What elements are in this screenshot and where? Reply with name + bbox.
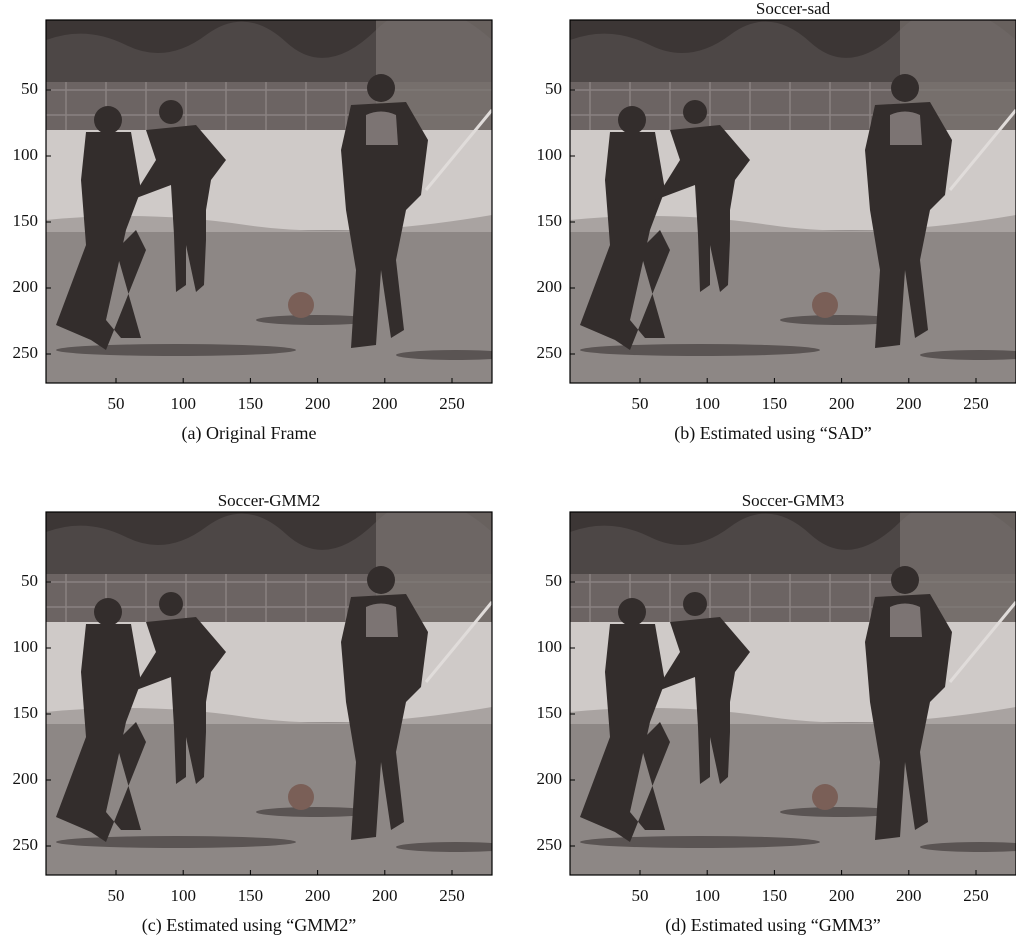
scene	[46, 8, 516, 383]
panel-caption: (c) Estimated using “GMM2”	[142, 915, 356, 936]
x-tick-label: 200	[305, 394, 331, 413]
x-tick-label: 100	[170, 394, 196, 413]
panel-title: Soccer-sad	[756, 0, 831, 18]
y-tick-label: 250	[13, 835, 39, 854]
y-tick-label: 250	[13, 343, 39, 362]
x-tick-label: 50	[108, 886, 125, 905]
scene	[570, 8, 1016, 383]
x-tick-label: 200	[829, 394, 855, 413]
x-tick-label: 200	[372, 394, 398, 413]
scene	[46, 500, 516, 875]
panel-caption: (a) Original Frame	[182, 423, 317, 444]
y-tick-label: 100	[537, 637, 563, 656]
scene	[570, 500, 1016, 875]
x-tick-label: 200	[305, 886, 331, 905]
y-tick-label: 50	[21, 79, 38, 98]
x-tick-label: 250	[963, 886, 989, 905]
x-tick-label: 250	[439, 394, 465, 413]
panel: 50 100 150 200 200 250 50 100 150 200 250 (a) Origi…	[13, 8, 517, 444]
panel-title: Soccer-GMM2	[218, 491, 321, 510]
x-tick-label: 150	[762, 394, 788, 413]
y-tick-label: 200	[13, 277, 39, 296]
x-tick-label: 100	[694, 394, 720, 413]
x-tick-label: 50	[108, 394, 125, 413]
y-tick-label: 150	[13, 703, 39, 722]
y-tick-label: 100	[13, 637, 39, 656]
x-tick-label: 150	[238, 886, 264, 905]
y-tick-label: 50	[545, 571, 562, 590]
x-tick-label: 200	[896, 886, 922, 905]
y-tick-label: 200	[537, 769, 563, 788]
panel-caption: (d) Estimated using “GMM3”	[665, 915, 880, 936]
page: 50 100 150 200 200 250 50 100 150 200 250 (a) Origi…	[0, 0, 1016, 936]
y-tick-label: 150	[13, 211, 39, 230]
y-tick-label: 200	[13, 769, 39, 788]
y-tick-label: 50	[21, 571, 38, 590]
y-tick-label: 100	[13, 145, 39, 164]
y-tick-label: 50	[545, 79, 562, 98]
x-tick-label: 250	[439, 886, 465, 905]
frame-image	[46, 500, 516, 875]
panel: Soccer-sad 50 100 150 200 200 250 50 100 150 200 25…	[537, 0, 1016, 444]
y-tick-label: 250	[537, 835, 563, 854]
x-tick-label: 250	[963, 394, 989, 413]
y-tick-label: 150	[537, 703, 563, 722]
panel-caption: (b) Estimated using “SAD”	[674, 423, 871, 444]
frame-image	[570, 8, 1016, 383]
x-tick-label: 200	[829, 886, 855, 905]
x-tick-label: 50	[632, 394, 649, 413]
frame-image	[570, 500, 1016, 875]
panel: Soccer-GMM2 50 100 150 200 200 250 50 100 150 200 2…	[13, 491, 517, 936]
y-tick-label: 250	[537, 343, 563, 362]
x-tick-label: 150	[238, 394, 264, 413]
y-tick-label: 150	[537, 211, 563, 230]
frame-image	[46, 8, 516, 383]
figure: 50 100 150 200 200 250 50 100 150 200 250 (a) Origi…	[0, 0, 1016, 936]
x-tick-label: 100	[694, 886, 720, 905]
x-tick-label: 200	[372, 886, 398, 905]
y-tick-label: 100	[537, 145, 563, 164]
x-tick-label: 150	[762, 886, 788, 905]
y-tick-label: 200	[537, 277, 563, 296]
panel: Soccer-GMM3 50 100 150 200 200 250 50 100 150 200 2…	[537, 491, 1016, 936]
panel-title: Soccer-GMM3	[742, 491, 845, 510]
x-tick-label: 100	[170, 886, 196, 905]
x-tick-label: 200	[896, 394, 922, 413]
x-tick-label: 50	[632, 886, 649, 905]
